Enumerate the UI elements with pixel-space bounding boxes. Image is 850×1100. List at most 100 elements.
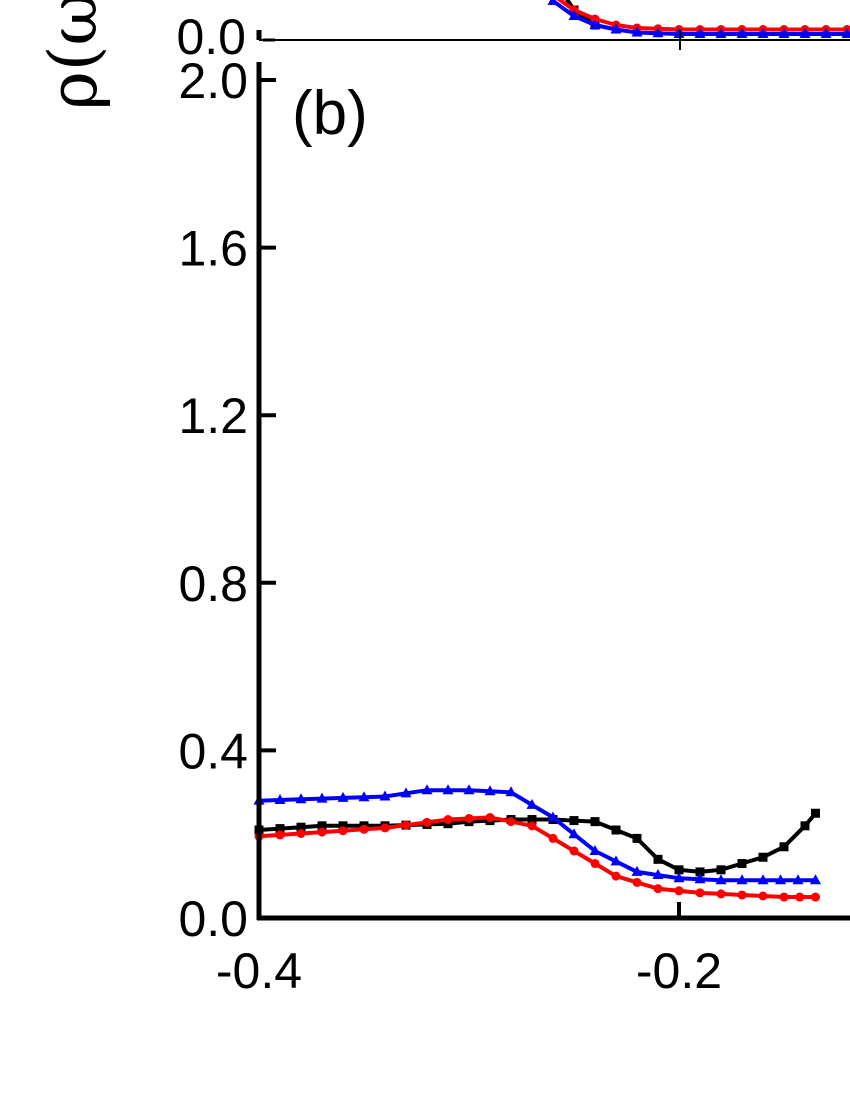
panel-b-series-2-point bbox=[568, 828, 580, 839]
panel-b-series-1-point bbox=[548, 833, 558, 843]
panel-b-series-0-point bbox=[569, 816, 579, 826]
panel-b-ytick-label: 1.6 bbox=[178, 221, 248, 277]
panel-b-series-1-line bbox=[258, 815, 816, 899]
panel-b-series-2-point bbox=[736, 874, 748, 885]
panel-b-series-2-line bbox=[258, 788, 816, 883]
panel-a-series-2-point bbox=[799, 28, 811, 38]
panel-b-series-0-line bbox=[258, 812, 818, 874]
panel-b-series-2-point bbox=[337, 791, 349, 802]
panel-b-series-1-point bbox=[632, 877, 642, 887]
panel-a-series-2-point bbox=[568, 10, 580, 20]
panel-b-series-0-point bbox=[758, 852, 768, 862]
panel-b-xtick-label: -0.4 bbox=[216, 943, 302, 999]
panel-b-series-1-point bbox=[401, 820, 411, 830]
panel-b-series-1-point bbox=[737, 890, 747, 900]
panel-b-series-1-point bbox=[779, 892, 789, 902]
panel-b-curves bbox=[253, 784, 821, 902]
panel-b-series-2-point bbox=[775, 874, 786, 885]
panel-b-series-2-point bbox=[631, 865, 643, 876]
panel-b-series-1-point bbox=[338, 826, 348, 836]
panel-b-series-0-point bbox=[800, 821, 810, 831]
panel-b-series-0-point bbox=[716, 865, 726, 875]
panel-b-series-1-point bbox=[758, 891, 768, 901]
panel-b-ticks: 0.0 0.4 0.8 1.2 1.6 2.0 -0.4 -0.2 bbox=[178, 53, 722, 999]
panel-b-series-2-point bbox=[400, 787, 412, 798]
panel-b-series-2-point bbox=[694, 873, 706, 884]
panel-a-series-2-point bbox=[547, 0, 559, 5]
panel-b-ytick-label: 2.0 bbox=[178, 53, 248, 109]
panel-b-series-2 bbox=[253, 784, 821, 885]
panel-a-series-2-point bbox=[610, 23, 622, 34]
panel-b-series-0-point bbox=[338, 821, 348, 831]
panel-b-series-1-point bbox=[590, 859, 600, 869]
panel-b-series-2-point bbox=[757, 874, 769, 885]
panel-b-series-1-point bbox=[485, 812, 495, 822]
panel-b-label: (b) bbox=[292, 79, 368, 148]
panel-b-series-2-point bbox=[589, 844, 601, 855]
panel-b-series-2-point bbox=[463, 784, 475, 795]
panel-b-series-0-point bbox=[527, 815, 537, 825]
panel-a-series-2-point bbox=[757, 28, 769, 38]
panel-b-series-2-point bbox=[547, 811, 559, 822]
panel-b-series-1-point bbox=[275, 830, 285, 840]
panel-b-series-1-point bbox=[296, 829, 306, 839]
panel-b-ytick-label: 1.2 bbox=[178, 388, 248, 444]
panel-b-series-1-point bbox=[380, 823, 390, 833]
panel-a-series-2-point bbox=[778, 28, 790, 38]
panel-b-series-0-point bbox=[632, 833, 642, 843]
panel-b-series-2-point bbox=[358, 791, 370, 802]
panel-b-series-2-point bbox=[442, 784, 454, 795]
panel-b-series-1-point bbox=[569, 846, 579, 856]
panel-b-series-1-point bbox=[422, 817, 432, 827]
panel-a-series-2-point bbox=[652, 27, 664, 38]
panel-b-series-2-point bbox=[316, 792, 328, 803]
panel-b-series-1-point bbox=[811, 892, 820, 902]
panel-b-series-0-point bbox=[317, 821, 327, 831]
panel-b-series-0-point bbox=[674, 865, 684, 875]
panel-a-series-2-point bbox=[631, 26, 643, 37]
panel-b-series-0-point bbox=[811, 808, 820, 818]
panel-b-series-0 bbox=[254, 808, 820, 877]
panel-a-series-2 bbox=[547, 0, 850, 38]
panel-b-series-1-point bbox=[653, 884, 663, 894]
panel-b-series-0-point bbox=[737, 859, 747, 869]
panel-b-series-1-point bbox=[674, 886, 684, 896]
panel-a-series-2-point bbox=[694, 28, 706, 38]
panel-b-series-2-point bbox=[652, 869, 664, 880]
y-axis-label: ρ(ω bbox=[35, 0, 112, 110]
panel-b: 0.0 0.4 0.8 1.2 1.6 2.0 -0.4 -0.2 (b) bbox=[178, 53, 850, 999]
panel-b-series-0-point bbox=[779, 842, 789, 852]
panel-b-series-1-point bbox=[359, 824, 369, 834]
panel-b-series-2-point bbox=[673, 872, 685, 883]
panel-a: 0.0 bbox=[176, 0, 850, 65]
panel-b-series-1-point bbox=[795, 892, 805, 902]
panel-a-series-2-point bbox=[820, 28, 832, 38]
panel-b-series-0-point bbox=[695, 867, 705, 877]
panel-b-series-2-point bbox=[505, 786, 517, 797]
panel-b-series-2-point bbox=[810, 874, 821, 885]
panel-b-series-0-point bbox=[275, 824, 285, 834]
panel-b-series-1-point bbox=[695, 888, 705, 898]
panel-a-series-2-point bbox=[841, 28, 850, 38]
panel-b-series-0-point bbox=[611, 825, 621, 835]
panel-b-series-1-point bbox=[443, 815, 453, 825]
panel-b-series-1-point bbox=[506, 817, 516, 827]
panel-b-series-2-point bbox=[274, 793, 286, 804]
panel-b-series-2-point bbox=[610, 855, 622, 866]
panel-b-series-2-point bbox=[379, 790, 391, 801]
panel-a-series-2-point bbox=[715, 28, 727, 38]
panel-b-ytick-label: 0.0 bbox=[178, 891, 248, 947]
panel-a-series-2-point bbox=[589, 19, 601, 29]
panel-b-series-0-point bbox=[653, 854, 663, 864]
panel-b-series-1 bbox=[254, 812, 820, 902]
panel-b-series-1-point bbox=[716, 889, 726, 899]
panel-a-series-2-point bbox=[736, 28, 748, 38]
panel-b-series-1-point bbox=[527, 821, 537, 831]
panel-b-series-2-point bbox=[295, 793, 307, 804]
panel-b-xtick-label: -0.2 bbox=[636, 943, 722, 999]
panel-a-ytick-label: 0.0 bbox=[176, 9, 246, 65]
panel-b-ytick-label: 0.8 bbox=[178, 556, 248, 612]
panel-b-series-1-point bbox=[464, 813, 474, 823]
panel-b-series-2-point bbox=[792, 874, 804, 885]
